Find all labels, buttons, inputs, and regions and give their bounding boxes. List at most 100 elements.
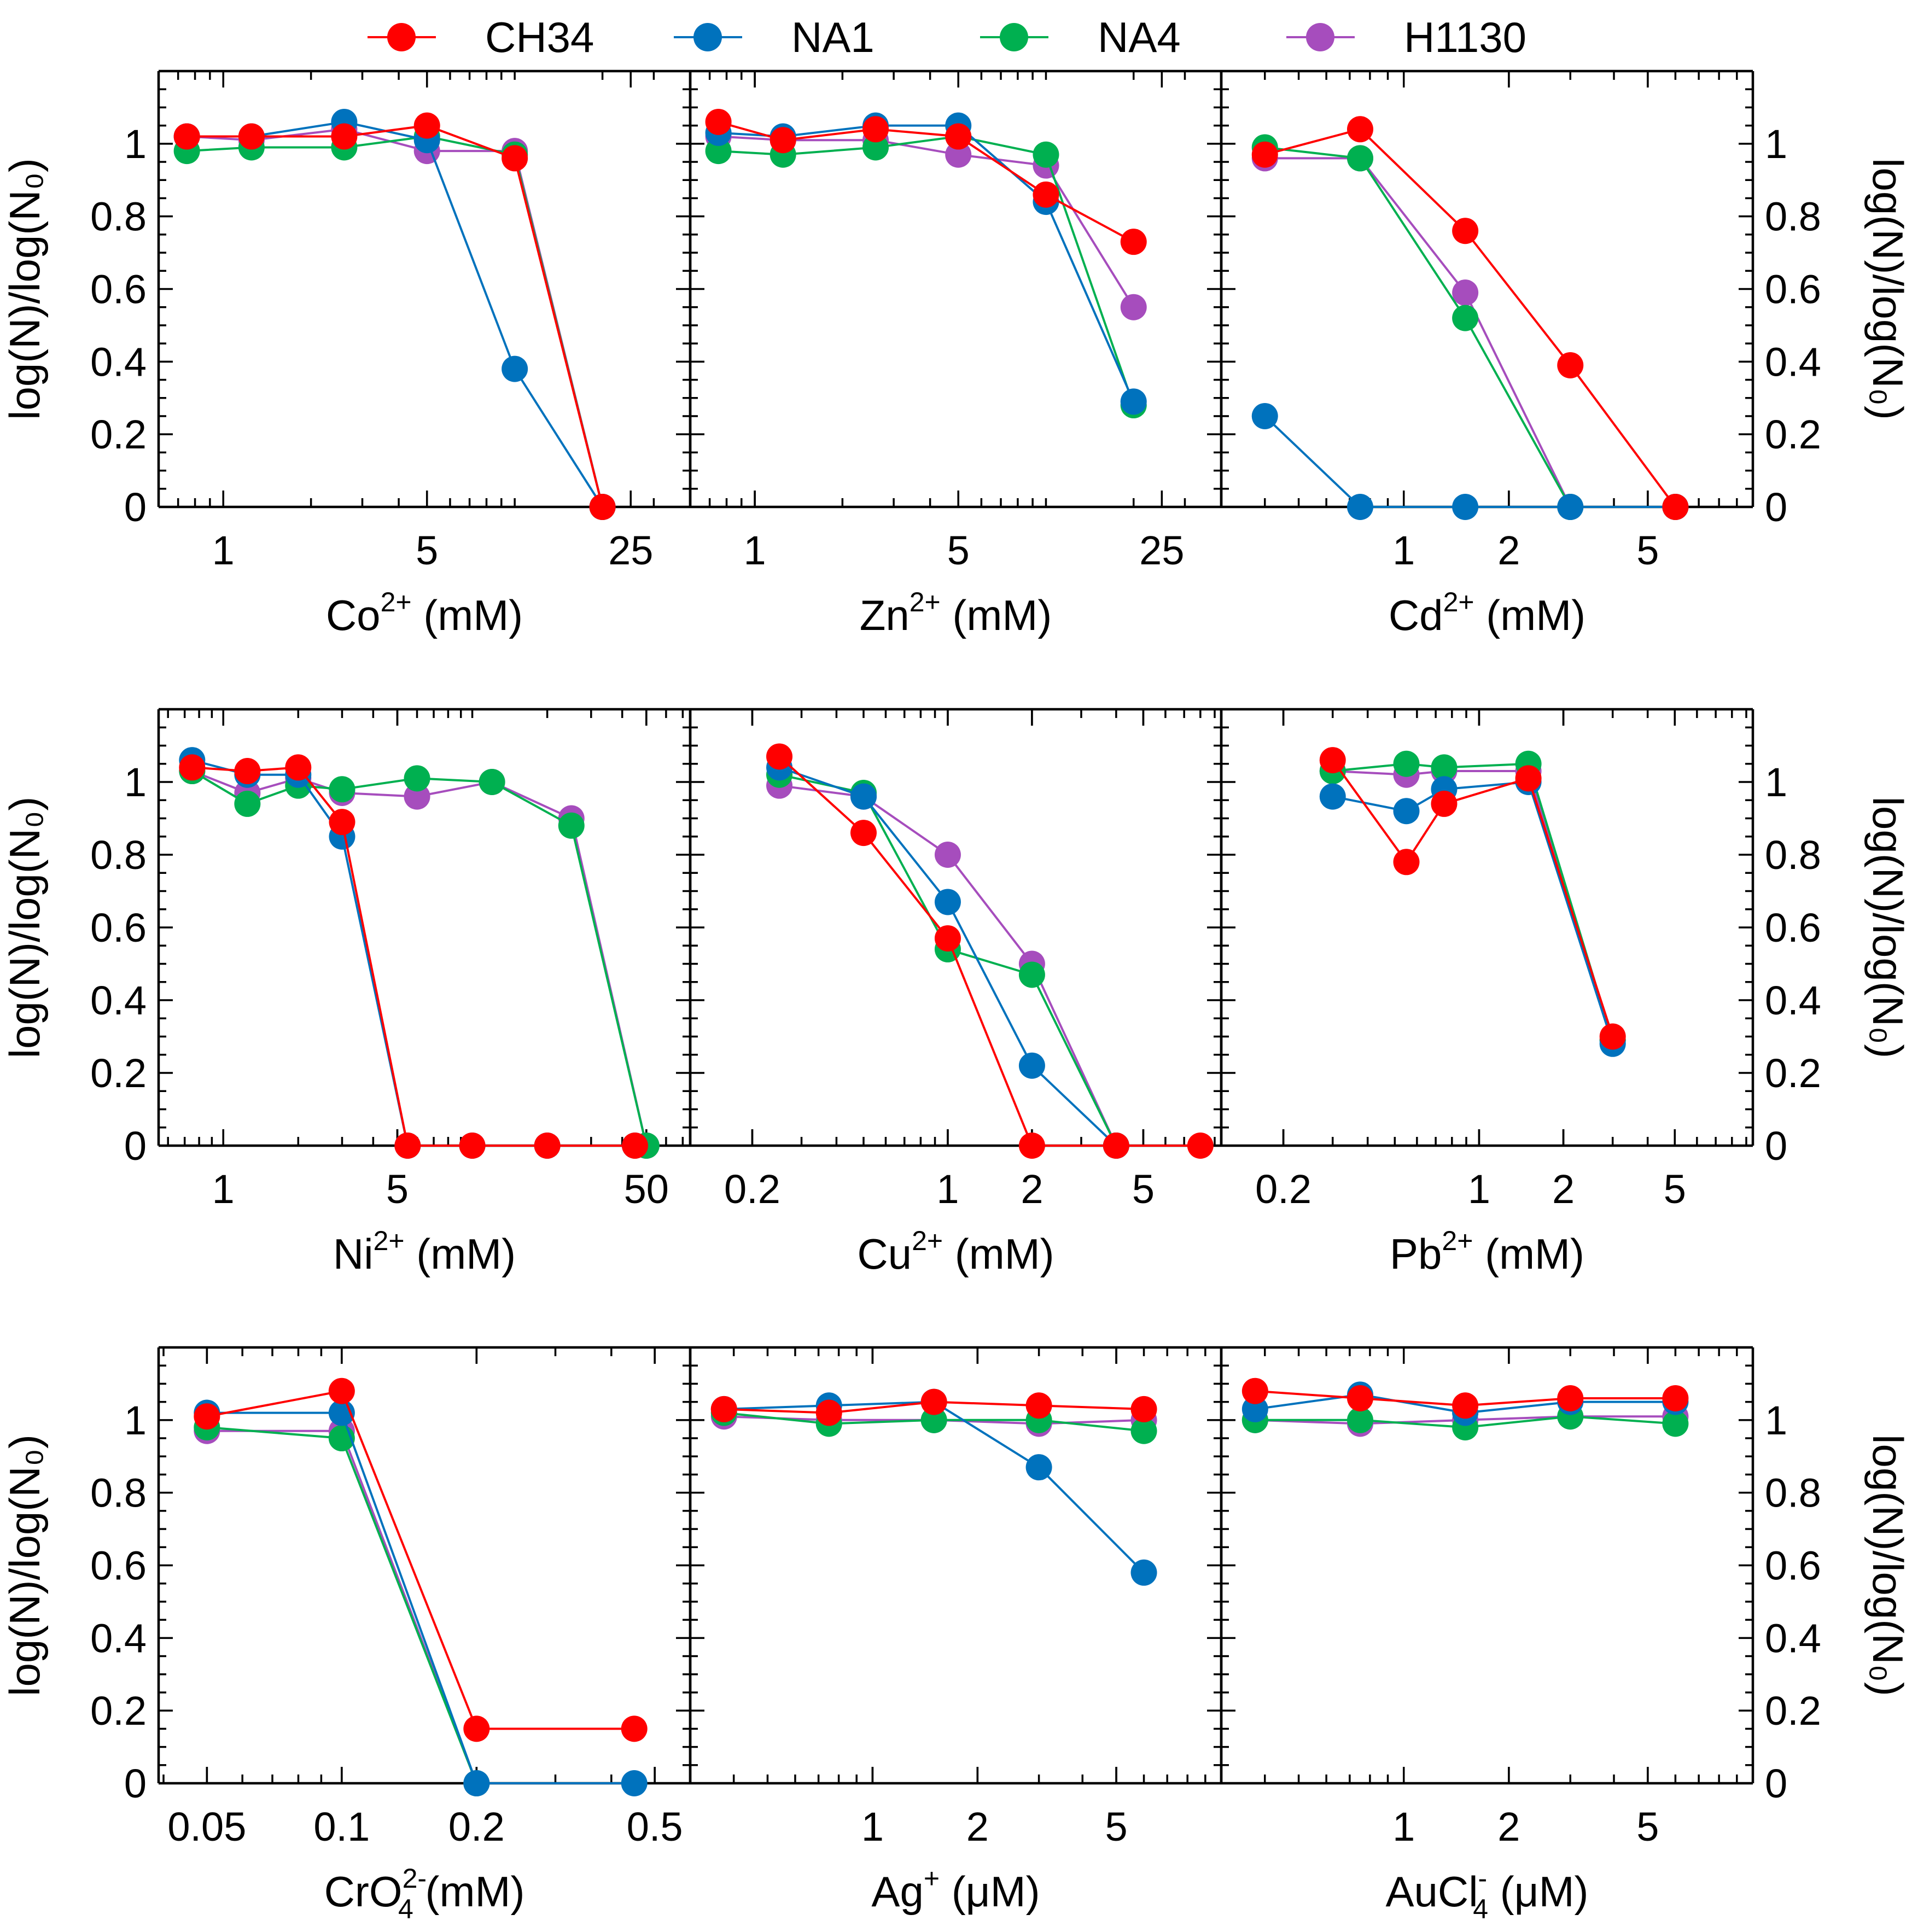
x-tick-label: 2 bbox=[1497, 1804, 1520, 1849]
y-tick-label: 0.6 bbox=[1765, 905, 1821, 950]
series-na4 bbox=[766, 761, 1129, 1159]
x-tick-label: 1 bbox=[744, 528, 766, 573]
y-axis-title-left: log(N)/log(N₀) bbox=[1, 158, 49, 420]
series-ch34 bbox=[1241, 1378, 1689, 1419]
panel-cd: 1 2 5 Cd2+ (mM) 0 0.2 0.4 0.6 0.8 1 log(N)/log(N₀) bbox=[1220, 69, 1912, 639]
series-ch34 bbox=[1319, 747, 1626, 1050]
legend: CH34 NA1 NA4 H1130 bbox=[368, 13, 1526, 61]
data-point-na1 bbox=[1241, 1396, 1268, 1422]
data-point-na4 bbox=[234, 790, 261, 817]
data-point-ch34 bbox=[589, 494, 616, 520]
y-tick-label: 0.6 bbox=[90, 1543, 147, 1589]
data-point-ch34 bbox=[1103, 1133, 1129, 1159]
y-tick-label: 0.4 bbox=[1765, 339, 1821, 384]
y-tick-label: 0 bbox=[1765, 1123, 1787, 1169]
data-point-na1 bbox=[1346, 494, 1373, 520]
series-line-na1 bbox=[1332, 780, 1614, 1044]
series-line-na4 bbox=[718, 135, 1135, 406]
x-tick-label: 2 bbox=[1021, 1166, 1043, 1212]
series-h1130 bbox=[173, 116, 616, 520]
x-tick-label: 2 bbox=[1552, 1166, 1575, 1212]
data-point-ch34 bbox=[194, 1403, 220, 1430]
series-h1130 bbox=[179, 758, 660, 1159]
data-point-ch34 bbox=[179, 754, 206, 781]
data-point-na1 bbox=[1120, 388, 1147, 415]
y-axis-title-left: log(N)/log(N₀) bbox=[1, 1434, 49, 1696]
data-point-ch34 bbox=[1515, 765, 1542, 792]
data-point-ch34 bbox=[1025, 1392, 1052, 1419]
data-point-na1 bbox=[1130, 1559, 1157, 1586]
y-tick-label: 0.6 bbox=[1765, 267, 1821, 312]
data-point-ch34 bbox=[815, 1399, 842, 1426]
y-tick-label: 0.4 bbox=[90, 1615, 147, 1661]
panel-co: 1 5 25 Co2+ (mM) 0 0.2 0.4 0.6 0.8 1 log(N)/log(N₀… bbox=[1, 69, 692, 639]
series-na4 bbox=[173, 123, 616, 520]
data-point-ch34 bbox=[710, 1396, 737, 1422]
data-point-ch34 bbox=[766, 743, 793, 770]
data-point-ch34 bbox=[1241, 1378, 1268, 1404]
legend-marker bbox=[387, 23, 416, 51]
series-na4 bbox=[1251, 134, 1689, 520]
data-point-ch34 bbox=[285, 754, 312, 781]
x-tick-label: 1 bbox=[1392, 528, 1415, 573]
data-point-na4 bbox=[1018, 961, 1045, 988]
data-point-ch34 bbox=[1346, 116, 1373, 143]
data-point-h1130 bbox=[404, 783, 430, 810]
data-point-na4 bbox=[1346, 145, 1373, 172]
series-line-ch34 bbox=[186, 124, 604, 507]
data-point-na1 bbox=[502, 355, 528, 382]
data-point-ch34 bbox=[621, 1133, 648, 1159]
y-tick-label: 0.8 bbox=[90, 1470, 147, 1516]
data-point-na4 bbox=[1452, 305, 1479, 331]
data-point-ch34 bbox=[1431, 790, 1458, 817]
data-point-na4 bbox=[1393, 750, 1420, 777]
panel-pb: 0.2 1 2 5 Pb2+ (mM) 0 0.2 0.4 0.6 0.8 1 log(N)/log(… bbox=[1220, 708, 1912, 1278]
y-tick-label: 0.2 bbox=[1765, 1688, 1821, 1733]
x-tick-label: 5 bbox=[416, 528, 438, 573]
data-point-ch34 bbox=[173, 123, 200, 150]
x-tick-label: 1 bbox=[936, 1166, 959, 1212]
y-tick-label: 1 bbox=[124, 760, 147, 805]
data-point-na4 bbox=[1130, 1417, 1157, 1444]
series-line-h1130 bbox=[186, 128, 604, 507]
series-line-na1 bbox=[1264, 415, 1676, 508]
x-tick-label: 50 bbox=[624, 1166, 669, 1212]
x-tick-label: 5 bbox=[386, 1166, 409, 1212]
data-point-na4 bbox=[705, 138, 732, 165]
x-tick-label: 5 bbox=[1664, 1166, 1686, 1212]
data-point-h1130 bbox=[1120, 294, 1147, 320]
series-line-ch34 bbox=[207, 1390, 634, 1730]
panel-zn: 1 5 25 Zn2+ (mM) bbox=[689, 69, 1223, 639]
y-tick-label: 0.2 bbox=[1765, 1050, 1821, 1096]
series-na1 bbox=[1251, 402, 1689, 520]
series-line-h1130 bbox=[1264, 157, 1676, 508]
data-point-ch34 bbox=[1557, 1385, 1584, 1411]
legend-entry-na4: NA4 bbox=[980, 13, 1181, 61]
y-tick-label: 1 bbox=[1765, 121, 1787, 167]
x-tick-label: 0.2 bbox=[448, 1804, 505, 1849]
data-point-na1 bbox=[1025, 1454, 1052, 1481]
data-point-ch34 bbox=[394, 1133, 421, 1159]
series-h1130 bbox=[194, 1417, 490, 1796]
data-point-ch34 bbox=[413, 112, 440, 139]
y-tick-label: 0 bbox=[124, 1761, 147, 1806]
series-line-na1 bbox=[186, 120, 604, 508]
series-line-ch34 bbox=[778, 755, 1200, 1147]
data-point-ch34 bbox=[1018, 1133, 1045, 1159]
data-point-ch34 bbox=[1662, 1385, 1689, 1411]
y-tick-label: 0.8 bbox=[90, 832, 147, 878]
data-point-ch34 bbox=[234, 758, 261, 785]
y-tick-label: 0.2 bbox=[90, 412, 147, 457]
y-axis-title-right: log(N)/log(N₀) bbox=[1864, 158, 1912, 420]
data-point-ch34 bbox=[1120, 229, 1147, 255]
data-point-ch34 bbox=[1557, 352, 1584, 378]
y-tick-label: 0.6 bbox=[90, 267, 147, 312]
legend-entry-na1: NA1 bbox=[674, 13, 875, 61]
legend-marker bbox=[1306, 23, 1334, 51]
data-point-ch34 bbox=[1251, 141, 1278, 168]
x-tick-label: 25 bbox=[608, 528, 653, 573]
series-na1 bbox=[194, 1399, 648, 1796]
x-tick-label: 5 bbox=[1132, 1166, 1155, 1212]
x-tick-label: 0.2 bbox=[724, 1166, 780, 1212]
x-tick-label: 0.5 bbox=[627, 1804, 683, 1849]
